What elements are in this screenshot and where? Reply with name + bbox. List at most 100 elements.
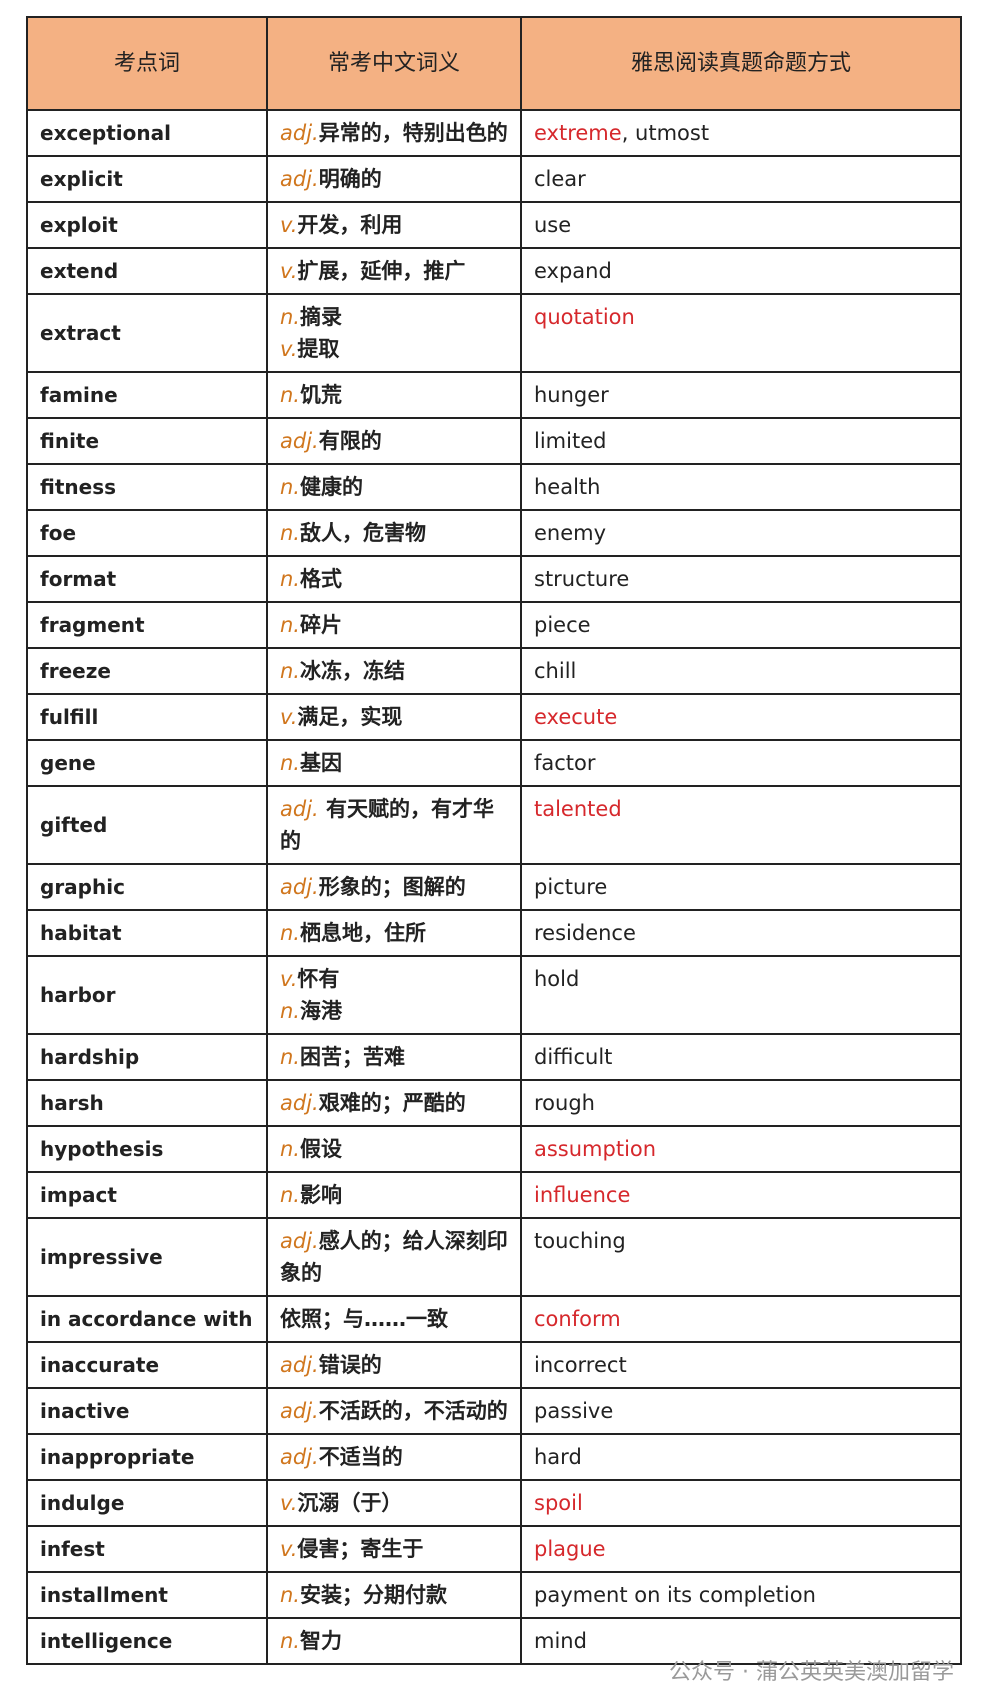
sense: adj.异常的，特别出色的 bbox=[280, 117, 508, 149]
part-of-speech: n. bbox=[280, 521, 300, 545]
part-of-speech: n. bbox=[280, 613, 300, 637]
word-cell: finite bbox=[26, 417, 268, 465]
sense: adj.明确的 bbox=[280, 163, 508, 195]
answer-text: factor bbox=[534, 751, 596, 775]
word-cell: in accordance with bbox=[26, 1295, 268, 1343]
word-cell: inaccurate bbox=[26, 1341, 268, 1389]
word-cell: famine bbox=[26, 371, 268, 419]
answer-text: payment on its completion bbox=[534, 1583, 816, 1607]
sense: v.侵害；寄生于 bbox=[280, 1533, 508, 1565]
table-row: explicit adj.明确的 clear bbox=[26, 155, 962, 203]
answer-text: touching bbox=[534, 1229, 626, 1253]
meaning-cell: n.智力 bbox=[266, 1617, 522, 1665]
part-of-speech: n. bbox=[280, 475, 300, 499]
meaning-cell: 依照；与……一致 bbox=[266, 1295, 522, 1343]
meaning: 满足，实现 bbox=[297, 705, 403, 729]
sense: n.基因 bbox=[280, 747, 508, 779]
answer-cell: use bbox=[520, 201, 962, 249]
answer-cell: conform bbox=[520, 1295, 962, 1343]
sense: n.困苦；苦难 bbox=[280, 1041, 508, 1073]
meaning: 海港 bbox=[300, 999, 342, 1023]
answer-cell: plague bbox=[520, 1525, 962, 1573]
answer-text: talented bbox=[534, 797, 622, 821]
table-row: inappropriate adj.不适当的 hard bbox=[26, 1433, 962, 1481]
answer-cell: touching bbox=[520, 1217, 962, 1297]
answer-text: residence bbox=[534, 921, 636, 945]
answer-text: hold bbox=[534, 967, 580, 991]
answer-text: limited bbox=[534, 429, 607, 453]
answer-text: expand bbox=[534, 259, 612, 283]
answer-cell: limited bbox=[520, 417, 962, 465]
meaning-cell: n.碎片 bbox=[266, 601, 522, 649]
meaning: 形象的；图解的 bbox=[318, 875, 466, 899]
meaning-cell: v.侵害；寄生于 bbox=[266, 1525, 522, 1573]
sense: n.影响 bbox=[280, 1179, 508, 1211]
sense: n.碎片 bbox=[280, 609, 508, 641]
answer-text: assumption bbox=[534, 1137, 657, 1161]
word-cell: inappropriate bbox=[26, 1433, 268, 1481]
sense: v.开发，利用 bbox=[280, 209, 508, 241]
table-row: intelligence n.智力 mind bbox=[26, 1617, 962, 1665]
meaning-cell: adj. 有天赋的，有才华的 bbox=[266, 785, 522, 865]
sense: n.摘录 bbox=[280, 301, 508, 333]
answer-cell: incorrect bbox=[520, 1341, 962, 1389]
answer-cell: passive bbox=[520, 1387, 962, 1435]
answer-cell: residence bbox=[520, 909, 962, 957]
answer-cell: execute bbox=[520, 693, 962, 741]
word-cell: infest bbox=[26, 1525, 268, 1573]
answer-text: enemy bbox=[534, 521, 607, 545]
answer-cell: extreme, utmost bbox=[520, 109, 962, 157]
word-cell: exceptional bbox=[26, 109, 268, 157]
meaning: 感人的；给人深刻印象的 bbox=[280, 1229, 508, 1285]
table-row: finite adj.有限的 limited bbox=[26, 417, 962, 465]
table-row: indulge v.沉溺（于） spoil bbox=[26, 1479, 962, 1527]
word-cell: harbor bbox=[26, 955, 268, 1035]
sense: v.提取 bbox=[280, 333, 508, 365]
table-row: infest v.侵害；寄生于 plague bbox=[26, 1525, 962, 1573]
word-cell: indulge bbox=[26, 1479, 268, 1527]
header-cell: 雅思阅读真题命题方式 bbox=[520, 16, 962, 111]
part-of-speech: n. bbox=[280, 659, 300, 683]
table-row: inaccurate adj.错误的 incorrect bbox=[26, 1341, 962, 1389]
sense: 依照；与……一致 bbox=[280, 1303, 508, 1335]
sense: n.栖息地，住所 bbox=[280, 917, 508, 949]
watermark: 公众号 · 蒲公英英美澳加留学 bbox=[669, 1660, 954, 1685]
table-row: hardship n.困苦；苦难 difficult bbox=[26, 1033, 962, 1081]
meaning-cell: v.开发，利用 bbox=[266, 201, 522, 249]
meaning-cell: adj.不适当的 bbox=[266, 1433, 522, 1481]
table-row: inactive adj.不活跃的，不活动的 passive bbox=[26, 1387, 962, 1435]
word-cell: freeze bbox=[26, 647, 268, 695]
part-of-speech: adj. bbox=[280, 797, 319, 821]
answer-cell: factor bbox=[520, 739, 962, 787]
meaning-cell: n.困苦；苦难 bbox=[266, 1033, 522, 1081]
answer-text: clear bbox=[534, 167, 586, 191]
header-row: 考点词 常考中文词义 雅思阅读真题命题方式 bbox=[26, 16, 962, 111]
part-of-speech: n. bbox=[280, 999, 300, 1023]
answer-text: piece bbox=[534, 613, 591, 637]
part-of-speech: n. bbox=[280, 751, 300, 775]
sense: n.饥荒 bbox=[280, 379, 508, 411]
meaning-cell: v.满足，实现 bbox=[266, 693, 522, 741]
part-of-speech: n. bbox=[280, 1629, 300, 1653]
meaning: 安装；分期付款 bbox=[300, 1583, 447, 1607]
table-row: fragment n.碎片 piece bbox=[26, 601, 962, 649]
part-of-speech: adj. bbox=[280, 121, 319, 145]
answer-cell: picture bbox=[520, 863, 962, 911]
sense: adj.有限的 bbox=[280, 425, 508, 457]
word-cell: exploit bbox=[26, 201, 268, 249]
word-cell: format bbox=[26, 555, 268, 603]
word-cell: impressive bbox=[26, 1217, 268, 1297]
part-of-speech: adj. bbox=[280, 1445, 319, 1469]
meaning-cell: n.健康的 bbox=[266, 463, 522, 511]
answer-text: health bbox=[534, 475, 601, 499]
word-cell: graphic bbox=[26, 863, 268, 911]
answer-cell: assumption bbox=[520, 1125, 962, 1173]
word-cell: gene bbox=[26, 739, 268, 787]
answer-cell: payment on its completion bbox=[520, 1571, 962, 1619]
answer-cell: hard bbox=[520, 1433, 962, 1481]
meaning: 影响 bbox=[300, 1183, 342, 1207]
part-of-speech: n. bbox=[280, 305, 300, 329]
meaning: 异常的，特别出色的 bbox=[318, 121, 508, 145]
answer-text: influence bbox=[534, 1183, 631, 1207]
